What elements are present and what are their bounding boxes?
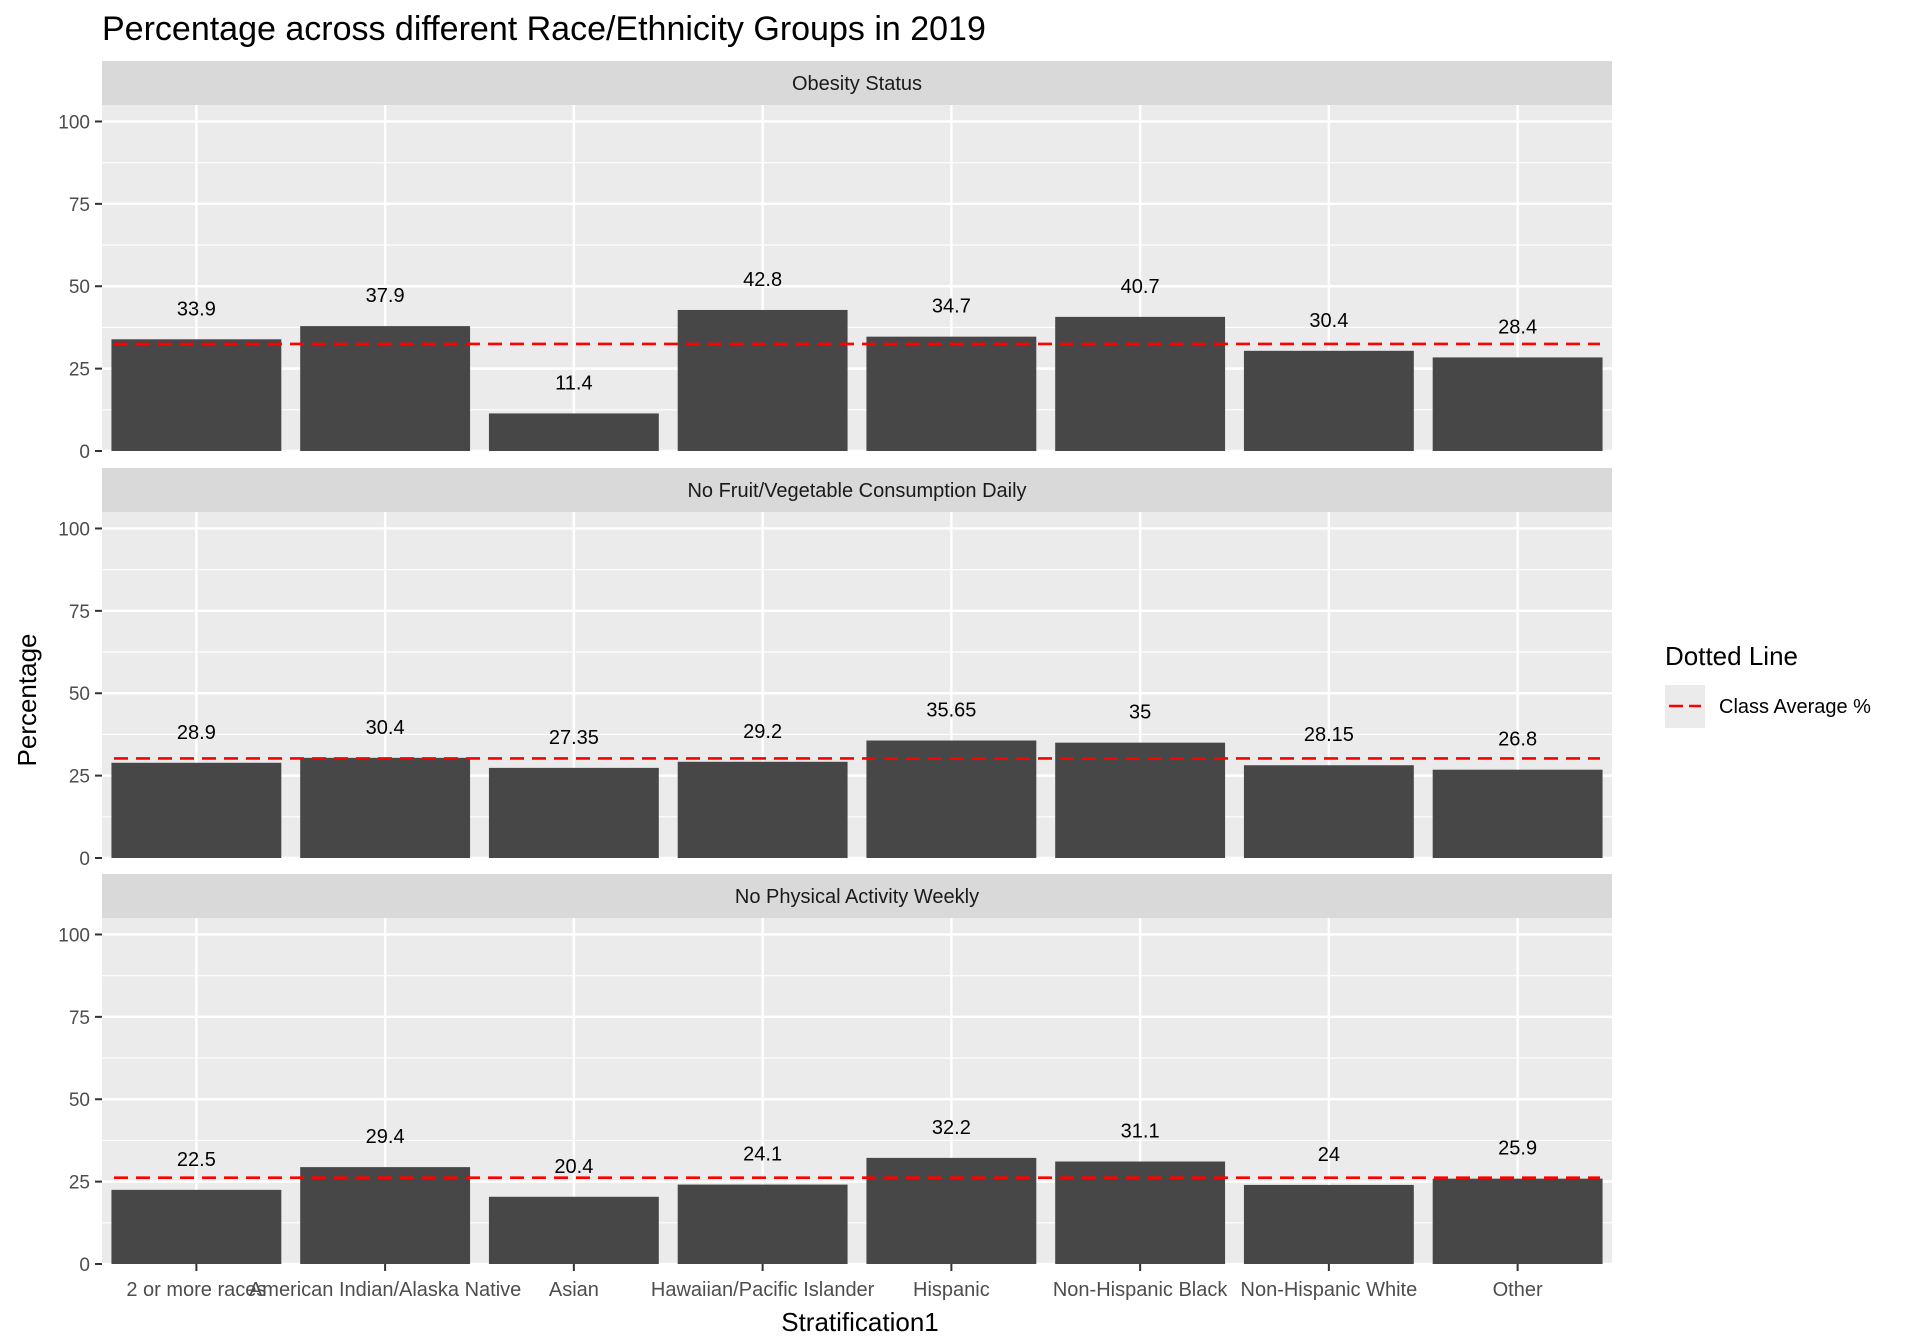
x-tick-label: Hispanic [913,1279,990,1301]
y-tick-label: 75 [69,602,90,623]
facet-panel: No Fruit/Vegetable Consumption Daily 0 25 5… [58,468,1612,870]
y-tick-label: 0 [79,442,90,463]
bar-value-label: 20.4 [554,1156,593,1178]
bar-value-label: 35.65 [926,700,976,722]
legend-entry-label: Class Average % [1719,696,1871,718]
bar-value-label: 40.7 [1121,276,1160,298]
y-tick-label: 100 [58,519,90,540]
bar-value-label: 34.7 [932,296,971,318]
facet-strip-label: No Physical Activity Weekly [735,886,979,908]
facet-panels: Obesity Status 0 25 50 75 100 33.9 37.9 11.4 42.8… [58,61,1612,1276]
bar [1432,769,1603,858]
facet-panel: Obesity Status 0 25 50 75 100 33.9 37.9 11.4 42.8… [58,61,1612,463]
bar [1243,350,1414,451]
facet-strip [102,61,1612,105]
bar-value-label: 28.9 [177,722,216,744]
bar-value-label: 24.1 [743,1144,782,1166]
bar-value-label: 33.9 [177,298,216,320]
bar [300,757,471,858]
y-tick-label: 0 [79,1255,90,1276]
y-tick-label: 25 [69,767,90,788]
bar [677,1184,848,1264]
bar [111,1189,282,1264]
bar [1432,1178,1603,1264]
y-tick-label: 25 [69,1173,90,1194]
y-tick-label: 50 [69,277,90,298]
bar [1432,357,1603,451]
bar-value-label: 26.8 [1498,729,1537,751]
y-axis-title: Percentage [12,634,42,767]
bar [1055,316,1226,451]
bar [300,1167,471,1264]
bar [866,1157,1037,1264]
y-tick-label: 100 [58,112,90,133]
bar-value-label: 11.4 [555,372,592,394]
bar-value-label: 25.9 [1498,1138,1537,1160]
bar-value-label: 31.1 [1121,1121,1160,1143]
x-tick-label: American Indian/Alaska Native [249,1279,521,1301]
bar-value-label: 29.4 [366,1126,405,1148]
bar-value-label: 28.15 [1304,724,1354,746]
facet-strip [102,874,1612,918]
bar [866,336,1037,451]
bar-value-label: 30.4 [1309,310,1348,332]
x-axis-title: Stratification1 [781,1307,939,1337]
bar-value-label: 37.9 [366,285,405,307]
x-tick-label: Asian [549,1279,599,1301]
bar [488,767,659,858]
y-tick-label: 50 [69,1090,90,1111]
x-tick-label: Non-Hispanic Black [1053,1279,1229,1301]
bar-value-label: 35 [1129,702,1151,724]
bar-value-label: 32.2 [932,1117,971,1139]
bar-value-label: 27.35 [549,727,599,749]
bar [677,309,848,451]
bar-value-label: 29.2 [743,721,782,743]
facet-strip [102,468,1612,512]
bar [111,762,282,858]
bar [300,326,471,451]
y-tick-label: 100 [58,925,90,946]
y-tick-label: 75 [69,1008,90,1029]
bar-value-label: 28.4 [1498,316,1537,338]
chart-title: Percentage across different Race/Ethnici… [102,10,986,48]
bar-value-label: 42.8 [743,269,782,291]
bar-value-label: 22.5 [177,1149,216,1171]
y-tick-label: 0 [79,849,90,870]
bar [1243,765,1414,858]
bar [488,1196,659,1264]
x-tick-label: Other [1493,1279,1543,1301]
bar [677,761,848,858]
y-tick-label: 75 [69,195,90,216]
bar-value-label: 30.4 [366,717,405,739]
facet-strip-label: Obesity Status [792,73,922,95]
bar [488,413,659,451]
bar [866,740,1037,858]
bar-value-label: 24 [1318,1144,1340,1166]
y-tick-label: 25 [69,360,90,381]
x-tick-label: Hawaiian/Pacific Islander [651,1279,875,1301]
legend: Dotted Line Class Average % [1665,641,1871,728]
bar [111,339,282,451]
x-tick-label: 2 or more races [126,1279,266,1301]
x-tick-label: Non-Hispanic White [1241,1279,1418,1301]
legend-title: Dotted Line [1665,641,1798,671]
bar [1055,742,1226,858]
bar [1243,1184,1414,1264]
facet-panel: No Physical Activity Weekly 0 25 50 75 100 22.… [58,874,1612,1276]
facet-strip-label: No Fruit/Vegetable Consumption Daily [687,480,1026,502]
y-tick-label: 50 [69,684,90,705]
